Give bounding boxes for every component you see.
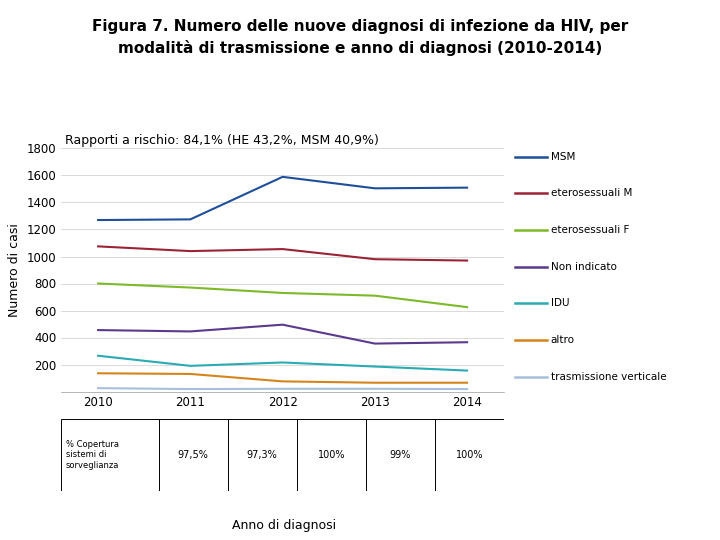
Text: 100%: 100% [456, 450, 483, 460]
Y-axis label: Numero di casi: Numero di casi [8, 223, 21, 317]
Text: 100%: 100% [318, 450, 345, 460]
Text: 99%: 99% [390, 450, 411, 460]
Text: % Copertura
sistemi di
sorveglianza: % Copertura sistemi di sorveglianza [66, 440, 119, 470]
Text: 97,3%: 97,3% [247, 450, 278, 460]
Text: eterosessuali F: eterosessuali F [551, 225, 629, 235]
Text: eterosessuali M: eterosessuali M [551, 188, 632, 198]
Text: Anno di diagnosi: Anno di diagnosi [233, 519, 336, 532]
Text: IDU: IDU [551, 299, 570, 308]
Text: trasmissione verticale: trasmissione verticale [551, 372, 667, 382]
Text: MSM: MSM [551, 152, 575, 161]
Text: Rapporti a rischio: 84,1% (HE 43,2%, MSM 40,9%): Rapporti a rischio: 84,1% (HE 43,2%, MSM… [65, 134, 379, 147]
Text: modalità di trasmissione e anno di diagnosi (2010-2014): modalità di trasmissione e anno di diagn… [118, 40, 602, 57]
Text: altro: altro [551, 335, 575, 345]
Text: Non indicato: Non indicato [551, 262, 616, 272]
Text: 97,5%: 97,5% [178, 450, 209, 460]
Text: Figura 7. Numero delle nuove diagnosi di infezione da HIV, per: Figura 7. Numero delle nuove diagnosi di… [92, 19, 628, 34]
